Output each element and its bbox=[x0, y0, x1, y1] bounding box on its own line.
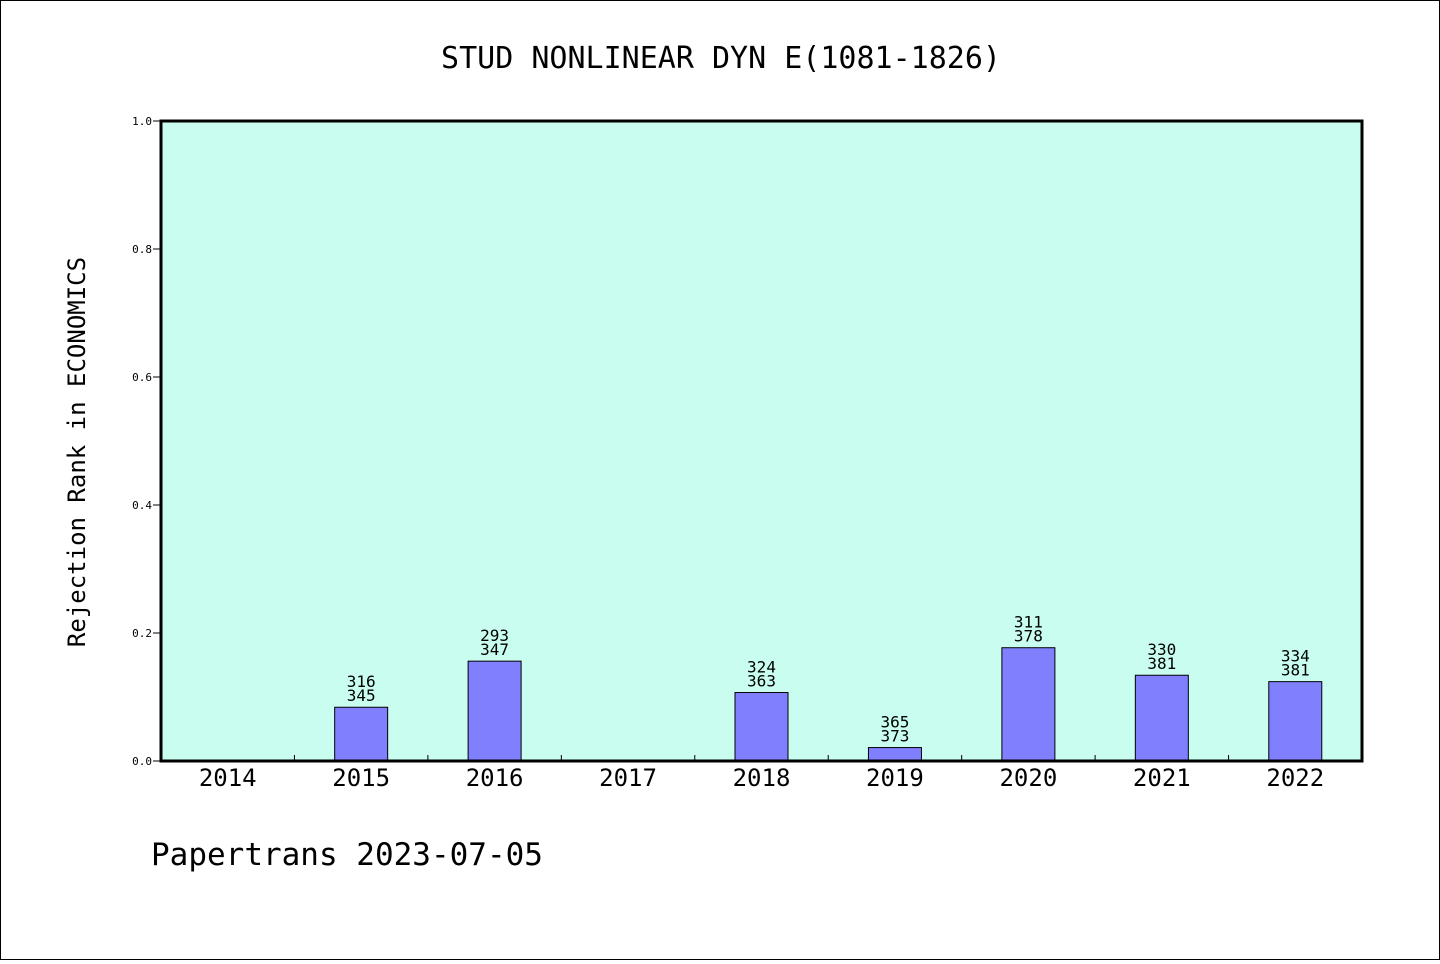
y-tick-label: 0.4 bbox=[132, 499, 152, 512]
bar-label-top: 365 bbox=[880, 713, 909, 732]
bar-label-bottom: 345 bbox=[347, 686, 376, 705]
bar-2022 bbox=[1268, 681, 1323, 762]
y-tick-label: 0.0 bbox=[132, 755, 152, 768]
bar-label-bottom: 347 bbox=[480, 640, 509, 659]
axis-ticks: 0.0 0.2 0.4 0.6 0.8 1.0 2014 2015 2016 2017 2018 20… bbox=[132, 115, 1324, 792]
x-tick-label: 2014 bbox=[199, 764, 257, 792]
bar-label-top: 324 bbox=[747, 658, 776, 677]
footer-text: Papertrans 2023-07-05 bbox=[151, 837, 543, 873]
bar-label-top: 334 bbox=[1281, 647, 1310, 666]
bar-label-bottom: 373 bbox=[880, 727, 909, 746]
bar-2016 bbox=[467, 660, 522, 762]
x-tick-label: 2021 bbox=[1133, 764, 1191, 792]
bars bbox=[334, 647, 1323, 762]
bar-label-bottom: 381 bbox=[1281, 661, 1310, 680]
bar-2018 bbox=[734, 692, 789, 762]
bar-label-bottom: 381 bbox=[1147, 654, 1176, 673]
bar-label-top: 316 bbox=[347, 672, 376, 691]
y-tick-label: 0.6 bbox=[132, 371, 152, 384]
x-tick-label: 2017 bbox=[599, 764, 657, 792]
bar-label-top: 293 bbox=[480, 626, 509, 645]
plot-area bbox=[161, 121, 1362, 761]
bar-label-bottom: 363 bbox=[747, 672, 776, 691]
y-axis-label: Rejection Rank in ECONOMICS bbox=[63, 257, 91, 647]
y-tick-label: 0.8 bbox=[132, 243, 152, 256]
y-tick-label: 0.2 bbox=[132, 627, 152, 640]
bar-label-top: 311 bbox=[1014, 613, 1043, 632]
bar-label-top: 330 bbox=[1147, 640, 1176, 659]
bar-label-bottom: 378 bbox=[1014, 627, 1043, 646]
y-tick-label: 1.0 bbox=[132, 115, 152, 128]
x-tick-label: 2022 bbox=[1266, 764, 1324, 792]
x-tick-label: 2018 bbox=[733, 764, 791, 792]
chart-title: STUD NONLINEAR DYN E(1081-1826) bbox=[441, 41, 1001, 76]
x-tick-label: 2019 bbox=[866, 764, 924, 792]
bar-2020 bbox=[1001, 647, 1056, 762]
bar-2021 bbox=[1134, 674, 1189, 762]
x-tick-label: 2015 bbox=[332, 764, 390, 792]
bar-2015 bbox=[334, 706, 389, 762]
x-tick-label: 2016 bbox=[466, 764, 524, 792]
x-tick-label: 2020 bbox=[999, 764, 1057, 792]
plot-border bbox=[159, 119, 1364, 763]
bar-2019 bbox=[867, 747, 922, 762]
